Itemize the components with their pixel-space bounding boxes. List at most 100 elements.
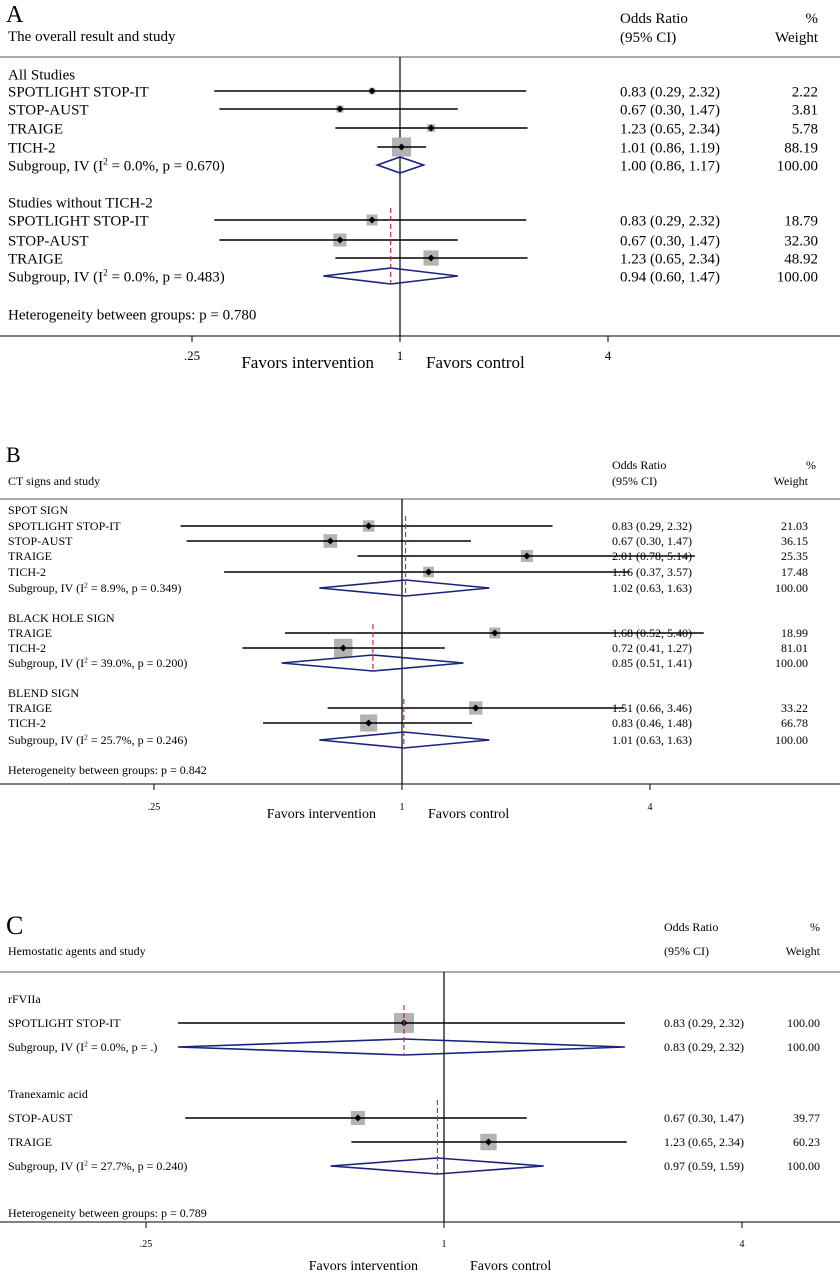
- percent-header: %: [810, 920, 820, 934]
- subgroup-label: Subgroup, IV (I2 = 8.9%, p = 0.349): [8, 580, 181, 595]
- study-point-estimate: [523, 552, 531, 560]
- study-weight: 3.81: [792, 102, 818, 118]
- x-tick-label: .25: [184, 348, 200, 363]
- favors-intervention-label: Favors intervention: [241, 353, 374, 372]
- favors-control-label: Favors control: [470, 1259, 551, 1274]
- subgroup-label: Subgroup, IV (I2 = 0.0%, p = .): [8, 1039, 157, 1054]
- odds-ratio-header: Odds Ratio: [620, 11, 688, 27]
- subgroup-or-ci: 1.00 (0.86, 1.17): [620, 158, 720, 174]
- x-tick-label: 1: [400, 802, 405, 813]
- subgroup-or-ci: 0.83 (0.29, 2.32): [664, 1040, 744, 1054]
- x-tick-label: .25: [148, 802, 161, 813]
- subgroup-diamond: [319, 731, 490, 749]
- study-weight: 21.03: [781, 519, 808, 533]
- study-weight: 81.01: [781, 641, 808, 655]
- study-weight: 2.22: [792, 84, 818, 100]
- study-label: SPOTLIGHT STOP-IT: [8, 519, 121, 533]
- study-or-ci: 0.67 (0.30, 1.47): [612, 534, 692, 548]
- study-or-ci: 0.83 (0.29, 2.32): [612, 519, 692, 533]
- study-point-estimate: [472, 704, 480, 712]
- study-or-ci: 0.67 (0.30, 1.47): [664, 1111, 744, 1125]
- group-heading: BLACK HOLE SIGN: [8, 611, 115, 625]
- study-weight: 25.35: [781, 549, 808, 563]
- odds-ratio-header: Odds Ratio: [612, 458, 666, 472]
- study-label: TRAIGE: [8, 549, 52, 563]
- ci-header: (95% CI): [620, 30, 676, 46]
- study-weight: 60.23: [793, 1135, 820, 1149]
- study-or-ci: 0.67 (0.30, 1.47): [620, 233, 720, 249]
- study-or-ci: 0.72 (0.41, 1.27): [612, 641, 692, 655]
- favors-control-label: Favors control: [426, 353, 525, 372]
- study-or-ci: 1.51 (0.66, 3.46): [612, 701, 692, 715]
- weight-header: Weight: [774, 474, 809, 488]
- study-label: SPOTLIGHT STOP-IT: [8, 1016, 121, 1030]
- study-weight: 5.78: [792, 121, 818, 137]
- favors-intervention-label: Favors intervention: [309, 1259, 418, 1274]
- x-tick-label: 4: [605, 348, 612, 363]
- study-weight: 100.00: [787, 1016, 820, 1030]
- study-point-estimate: [336, 236, 344, 244]
- study-weight: 48.92: [784, 251, 818, 267]
- x-tick-label: 4: [648, 802, 653, 813]
- panel-letter: B: [6, 442, 21, 467]
- study-point-estimate: [427, 124, 435, 132]
- panel-letter: C: [6, 911, 23, 940]
- x-tick-label: 4: [740, 1239, 745, 1250]
- x-tick-label: 1: [442, 1239, 447, 1250]
- group-heading: Tranexamic acid: [8, 1087, 88, 1101]
- subgroup-or-ci: 0.94 (0.60, 1.47): [620, 269, 720, 285]
- heterogeneity-text: Heterogeneity between groups: p = 0.789: [8, 1206, 207, 1220]
- group-heading: Studies without TICH-2: [8, 195, 153, 211]
- study-or-ci: 0.83 (0.29, 2.32): [664, 1016, 744, 1030]
- subgroup-diamond: [177, 1038, 625, 1056]
- study-or-ci: 0.83 (0.46, 1.48): [612, 716, 692, 730]
- study-weight: 18.99: [781, 626, 808, 640]
- study-label: SPOTLIGHT STOP-IT: [8, 213, 149, 229]
- study-weight: 39.77: [793, 1111, 820, 1125]
- study-point-estimate: [368, 87, 376, 95]
- study-point-estimate: [354, 1114, 362, 1122]
- subgroup-diamond: [330, 1157, 544, 1175]
- study-point-estimate: [427, 254, 435, 262]
- study-point-estimate: [339, 644, 347, 652]
- study-point-estimate: [368, 216, 376, 224]
- subgroup-weight: 100.00: [777, 269, 818, 285]
- forest-panel-b: B CT signs and study Odds Ratio (95% CI)% We…: [0, 442, 840, 822]
- group-heading: SPOT SIGN: [8, 503, 68, 517]
- study-point-estimate: [336, 105, 344, 113]
- subgroup-diamond: [323, 267, 458, 285]
- heterogeneity-text: Heterogeneity between groups: p = 0.842: [8, 763, 207, 777]
- study-label: TRAIGE: [8, 626, 52, 640]
- study-weight: 17.48: [781, 565, 808, 579]
- subgroup-weight: 100.00: [775, 656, 808, 670]
- ci-header: (95% CI): [664, 944, 709, 958]
- study-label: TICH-2: [8, 565, 46, 579]
- panel-title: Hemostatic agents and study: [8, 944, 146, 958]
- favors-intervention-label: Favors intervention: [267, 807, 376, 822]
- weight-header: Weight: [786, 944, 821, 958]
- study-label: STOP-AUST: [8, 534, 73, 548]
- study-point-estimate: [326, 537, 334, 545]
- study-label: SPOTLIGHT STOP-IT: [8, 84, 149, 100]
- subgroup-diamond: [281, 654, 464, 672]
- study-label: TICH-2: [8, 641, 46, 655]
- subgroup-diamond: [319, 579, 490, 597]
- subgroup-or-ci: 0.85 (0.51, 1.41): [612, 656, 692, 670]
- weight-header: Weight: [775, 30, 819, 46]
- study-weight: 36.15: [781, 534, 808, 548]
- forest-panel-c: C Hemostatic agents and study Odds Ratio (9…: [0, 911, 840, 1274]
- study-point-estimate: [485, 1138, 493, 1146]
- study-label: TRAIGE: [8, 701, 52, 715]
- study-label: STOP-AUST: [8, 1111, 73, 1125]
- study-point-estimate: [491, 629, 499, 637]
- favors-control-label: Favors control: [428, 807, 509, 822]
- study-point-estimate: [425, 568, 433, 576]
- subgroup-weight: 100.00: [775, 733, 808, 747]
- study-label: TICH-2: [8, 716, 46, 730]
- subgroup-diamond: [374, 156, 427, 174]
- group-heading: All Studies: [8, 67, 75, 83]
- study-weight: 88.19: [784, 140, 818, 156]
- subgroup-or-ci: 1.02 (0.63, 1.63): [612, 581, 692, 595]
